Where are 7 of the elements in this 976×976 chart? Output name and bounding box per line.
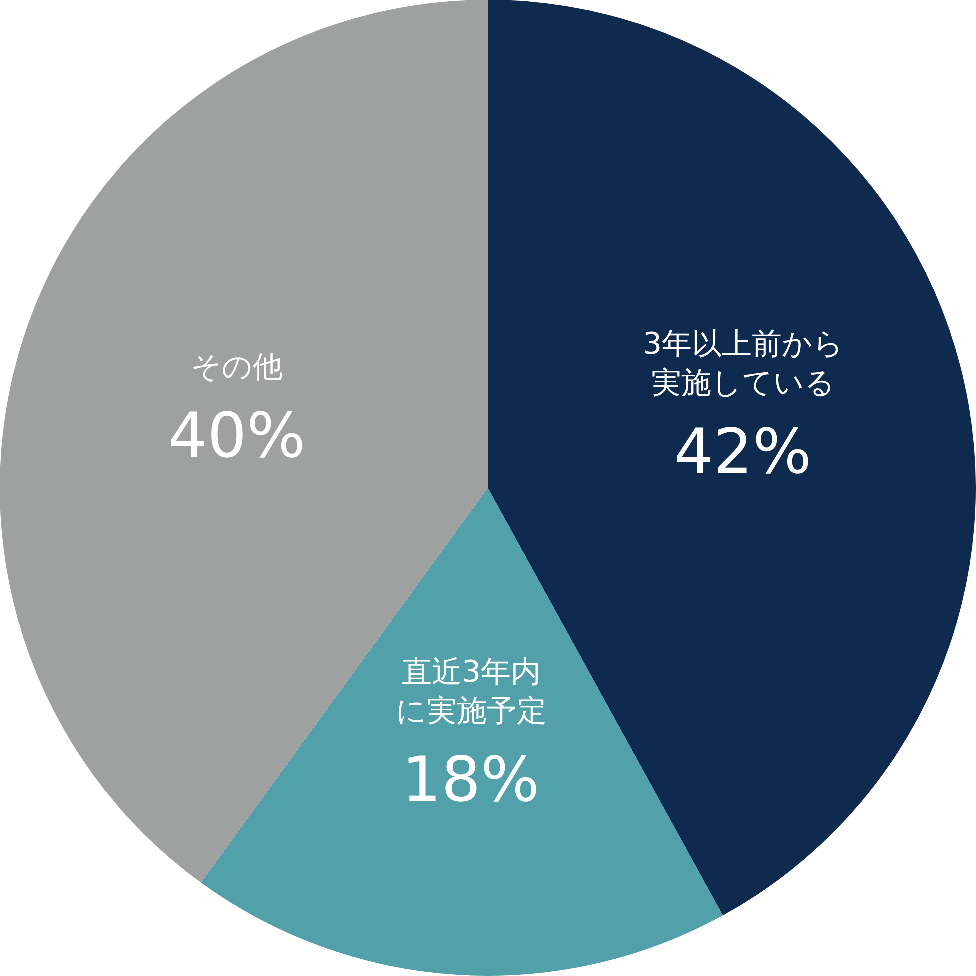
slice-label: 3年以上前から実施している bbox=[643, 327, 844, 401]
data-label: 42% bbox=[674, 415, 812, 488]
slice-label: その他 bbox=[191, 350, 283, 385]
data-label: 18% bbox=[402, 743, 540, 816]
data-label: 40% bbox=[168, 399, 306, 472]
pie-slice bbox=[201, 488, 724, 976]
slice-label: 直近3年内に実施予定 bbox=[396, 655, 547, 729]
